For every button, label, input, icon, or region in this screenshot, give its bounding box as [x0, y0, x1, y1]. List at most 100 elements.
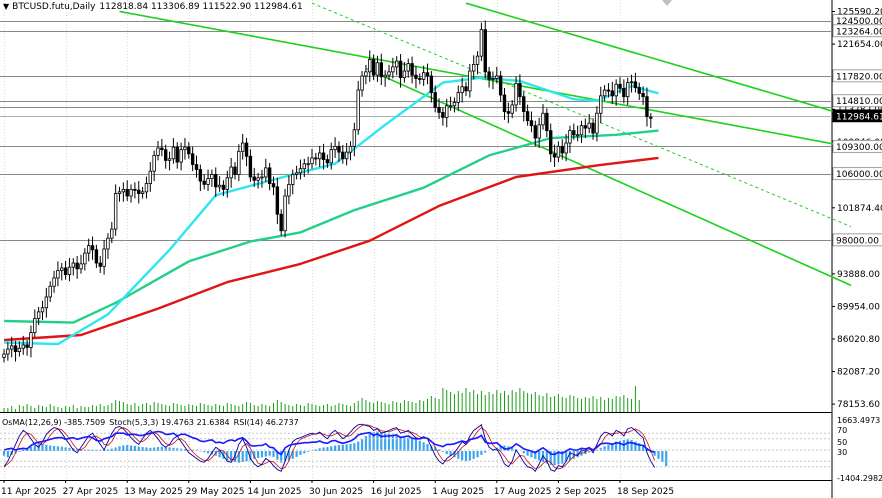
candle-body	[71, 262, 75, 268]
candle-body	[637, 87, 641, 94]
price-tick-label: 125590.20	[837, 8, 882, 18]
candle-body	[160, 147, 164, 151]
candle-body	[568, 130, 572, 144]
candle-body	[622, 88, 626, 98]
candle-body	[525, 111, 530, 122]
ma-fast-line	[3, 76, 659, 346]
channel-line	[311, 2, 852, 228]
candle-body	[33, 318, 37, 333]
candle-body	[641, 92, 645, 98]
candle-body	[341, 151, 345, 160]
level-price-box	[832, 167, 882, 181]
candle-body	[271, 183, 276, 188]
candle-body	[364, 71, 368, 77]
candle-body	[237, 150, 241, 175]
price-tick-label: 101874.40	[837, 204, 882, 214]
candle-body	[206, 178, 210, 185]
price-axis: 125590.20121654.00117718.00113782.001098…	[832, 8, 882, 483]
candle-body	[287, 184, 291, 197]
candle-body	[325, 159, 330, 164]
candle-body	[25, 344, 29, 348]
candle-body	[140, 191, 145, 194]
time-tick-label: 17 Aug 2025	[494, 487, 552, 497]
osma-label: OsMA(12,26,9) -385.7509	[2, 418, 106, 427]
level-price-box	[832, 24, 882, 38]
candle-body	[240, 142, 245, 152]
candle-body	[148, 170, 152, 184]
candle-body	[649, 116, 653, 119]
candle-body	[445, 105, 449, 118]
candle-body	[321, 152, 326, 160]
indicator-axis-label: 70	[837, 426, 847, 435]
chart-info-line: ▼ BTCUSD.futu,Daily 112818.84 113306.89 11…	[3, 2, 303, 12]
candle-body	[483, 29, 487, 73]
candle-body	[475, 55, 480, 65]
candle-body	[225, 177, 229, 190]
candle-body	[425, 72, 430, 77]
candle-body	[329, 149, 333, 164]
candle-body	[229, 166, 233, 179]
candle-body	[522, 96, 526, 112]
time-tick-label: 16 Jul 2025	[371, 487, 422, 497]
candle-body	[67, 266, 72, 276]
chart-shift-marker-icon[interactable]	[662, 0, 672, 6]
candle-body	[518, 83, 522, 98]
candle-body	[298, 168, 303, 174]
candle-body	[510, 104, 514, 114]
candle-body	[117, 191, 122, 194]
candle-body	[429, 75, 434, 93]
candle-body	[626, 82, 630, 98]
candle-body	[479, 29, 484, 57]
candle-body	[595, 112, 599, 134]
ohlc-values: 112818.84 113306.89 111522.90 112984.61	[99, 2, 303, 12]
candle-body	[314, 157, 318, 160]
candle-body	[63, 267, 68, 276]
candle-body	[175, 146, 179, 163]
level-price-box	[832, 139, 882, 153]
time-tick-label: 18 Sep 2025	[617, 487, 674, 497]
candle-body	[375, 62, 380, 76]
indicator-axis-label: 30	[837, 448, 847, 457]
candle-body	[102, 248, 106, 267]
candle-body	[606, 89, 611, 92]
level-price-label: 124500.00	[836, 17, 882, 27]
candle-body	[194, 164, 199, 170]
level-price-box	[832, 233, 882, 247]
candle-body	[317, 152, 322, 160]
candle-body	[560, 145, 564, 154]
price-tick-label: 82087.20	[837, 368, 880, 378]
candle-body	[98, 262, 102, 267]
candle-body	[83, 252, 87, 265]
candle-body	[383, 74, 387, 78]
candle-body	[514, 83, 518, 106]
candle-body	[410, 63, 414, 76]
candle-body	[190, 153, 195, 165]
time-tick-label: 13 May 2025	[124, 487, 183, 497]
candle-body	[529, 120, 534, 127]
level-price-label: 123264.00	[836, 27, 882, 37]
collapse-arrow-icon[interactable]: ▼	[3, 2, 10, 11]
candle-body	[448, 105, 453, 108]
candle-body	[333, 145, 337, 151]
time-tick-label: 14 Jun 2025	[247, 487, 301, 497]
candle-body	[210, 174, 214, 180]
candle-body	[52, 277, 56, 287]
candle-body	[629, 81, 634, 84]
indicator-labels: OsMA(12,26,9) -385.7509 Stoch(5,3,3) 19.4…	[2, 418, 303, 427]
candle-body	[125, 188, 129, 197]
candle-body	[506, 111, 511, 114]
candle-body	[602, 89, 607, 97]
candle-body	[368, 59, 372, 73]
candle-body	[460, 86, 464, 93]
candle-body	[48, 285, 52, 298]
candle-body	[2, 353, 6, 358]
candle-body	[21, 344, 25, 349]
candle-body	[344, 151, 349, 160]
candle-body	[198, 169, 203, 182]
candle-body	[40, 307, 45, 313]
candle-body	[306, 163, 310, 166]
candle-body	[495, 75, 499, 79]
candle-body	[260, 176, 264, 179]
indicator-axis-label: 1663.4973	[837, 416, 880, 425]
